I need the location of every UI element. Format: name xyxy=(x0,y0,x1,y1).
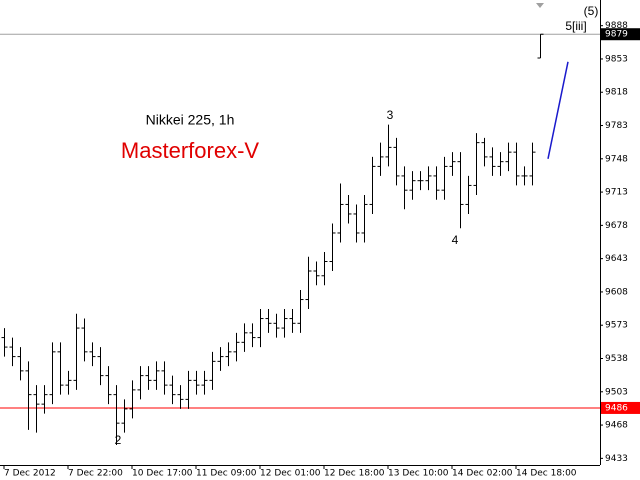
y-tick-label: 9748 xyxy=(605,154,628,164)
y-tick-label: 9818 xyxy=(605,88,628,98)
wave-label: 4 xyxy=(452,233,459,247)
x-tick-label: 10 Dec 17:00 xyxy=(132,469,193,479)
y-tick-label: 9643 xyxy=(605,254,628,264)
level-label-box xyxy=(601,401,640,414)
y-tick-label: 9608 xyxy=(605,287,628,297)
x-tick-label: 7 Dec 2012 xyxy=(4,469,56,479)
y-tick-label: 9468 xyxy=(605,421,628,431)
chart-subtitle: Masterforex-V xyxy=(121,138,259,163)
last-price-label: 9879 xyxy=(605,30,628,40)
shift-marker xyxy=(536,3,544,8)
y-tick-label: 9573 xyxy=(605,321,628,331)
x-tick-label: 7 Dec 22:00 xyxy=(68,469,123,479)
y-tick-label: 9433 xyxy=(605,454,628,464)
y-tick-label: 9503 xyxy=(605,387,628,397)
y-tick-label: 9678 xyxy=(605,221,628,231)
chart-title: Nikkei 225, 1h xyxy=(146,112,235,128)
x-tick-label: 13 Dec 10:00 xyxy=(388,469,449,479)
x-tick-label: 12 Dec 01:00 xyxy=(260,469,321,479)
wave-label: 2 xyxy=(115,433,122,447)
wave-label: 3 xyxy=(387,108,394,122)
wave-label: (5) xyxy=(584,4,599,18)
y-tick-label: 9713 xyxy=(605,188,628,198)
x-tick-label: 11 Dec 09:00 xyxy=(196,469,257,479)
x-tick-label: 14 Dec 18:00 xyxy=(516,469,577,479)
y-tick-label: 9888 xyxy=(605,21,628,31)
forecast-line xyxy=(547,61,569,159)
y-tick-label: 9853 xyxy=(605,54,628,64)
level-label: 9486 xyxy=(605,403,628,413)
y-tick-label: 9538 xyxy=(605,354,628,364)
last-price-box xyxy=(601,28,640,41)
x-tick-label: 12 Dec 18:00 xyxy=(324,469,385,479)
y-tick-label: 9783 xyxy=(605,121,628,131)
wave-label: 5[iii] xyxy=(565,19,586,33)
x-tick-label: 14 Dec 02:00 xyxy=(452,469,513,479)
